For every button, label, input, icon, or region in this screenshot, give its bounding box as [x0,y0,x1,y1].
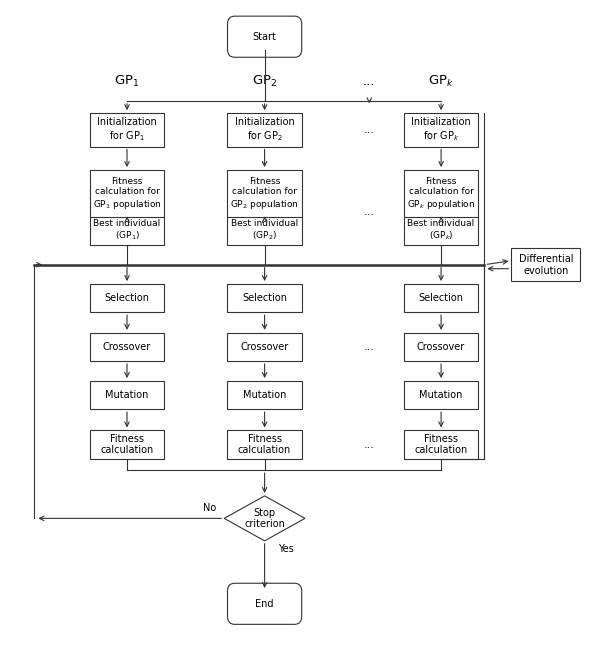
Text: Crossover: Crossover [240,342,288,352]
Text: Mutation: Mutation [105,390,148,400]
FancyBboxPatch shape [90,333,165,361]
Text: ...: ... [364,342,375,352]
Text: GP$_1$: GP$_1$ [114,74,139,89]
FancyBboxPatch shape [404,170,478,218]
Text: Initialization
for GP$_2$: Initialization for GP$_2$ [235,117,294,143]
Text: Mutation: Mutation [419,390,463,400]
FancyBboxPatch shape [227,217,302,245]
Text: Yes: Yes [278,544,293,555]
Text: Fitness
calculation for
GP$_k$ population: Fitness calculation for GP$_k$ populatio… [407,177,475,211]
FancyBboxPatch shape [90,430,165,459]
FancyBboxPatch shape [228,583,302,624]
FancyBboxPatch shape [90,217,165,245]
Text: No: No [203,502,216,513]
FancyBboxPatch shape [227,284,302,312]
Text: Selection: Selection [242,293,287,303]
Text: Fitness
calculation: Fitness calculation [238,433,291,455]
Text: Fitness
calculation for
GP$_1$ population: Fitness calculation for GP$_1$ populatio… [93,177,162,211]
Polygon shape [224,496,305,541]
FancyBboxPatch shape [404,381,478,409]
Text: GP$_2$: GP$_2$ [252,74,277,89]
Text: Initialization
for GP$_k$: Initialization for GP$_k$ [411,117,471,143]
Text: Stop
criterion: Stop criterion [244,508,285,529]
FancyBboxPatch shape [227,333,302,361]
Text: Initialization
for GP$_1$: Initialization for GP$_1$ [97,117,157,143]
FancyBboxPatch shape [227,381,302,409]
Text: Start: Start [252,32,276,42]
Text: Fitness
calculation for
GP$_2$ population: Fitness calculation for GP$_2$ populatio… [230,177,299,211]
FancyBboxPatch shape [511,248,580,281]
Text: ...: ... [364,439,375,450]
Text: ...: ... [363,75,376,88]
Text: Best individual
(GP$_k$): Best individual (GP$_k$) [407,219,475,243]
FancyBboxPatch shape [404,113,478,146]
FancyBboxPatch shape [227,113,302,146]
Text: ...: ... [364,207,375,217]
Text: Fitness
calculation: Fitness calculation [100,433,154,455]
Text: Differential
evolution: Differential evolution [519,254,573,275]
FancyBboxPatch shape [90,170,165,218]
Text: End: End [255,599,274,609]
Text: Best individual
(GP$_1$): Best individual (GP$_1$) [93,219,160,243]
FancyBboxPatch shape [90,284,165,312]
FancyBboxPatch shape [404,430,478,459]
FancyBboxPatch shape [404,284,478,312]
FancyBboxPatch shape [90,381,165,409]
FancyBboxPatch shape [227,430,302,459]
Text: Mutation: Mutation [243,390,286,400]
Text: Best individual
(GP$_2$): Best individual (GP$_2$) [231,219,298,243]
Text: Selection: Selection [105,293,150,303]
Text: Crossover: Crossover [417,342,465,352]
FancyBboxPatch shape [227,170,302,218]
FancyBboxPatch shape [404,217,478,245]
FancyBboxPatch shape [404,333,478,361]
FancyBboxPatch shape [228,16,302,57]
Text: Fitness
calculation: Fitness calculation [415,433,468,455]
FancyBboxPatch shape [90,113,165,146]
Text: Selection: Selection [418,293,463,303]
Text: GP$_k$: GP$_k$ [428,74,454,89]
Text: Crossover: Crossover [103,342,151,352]
Text: ...: ... [364,125,375,135]
